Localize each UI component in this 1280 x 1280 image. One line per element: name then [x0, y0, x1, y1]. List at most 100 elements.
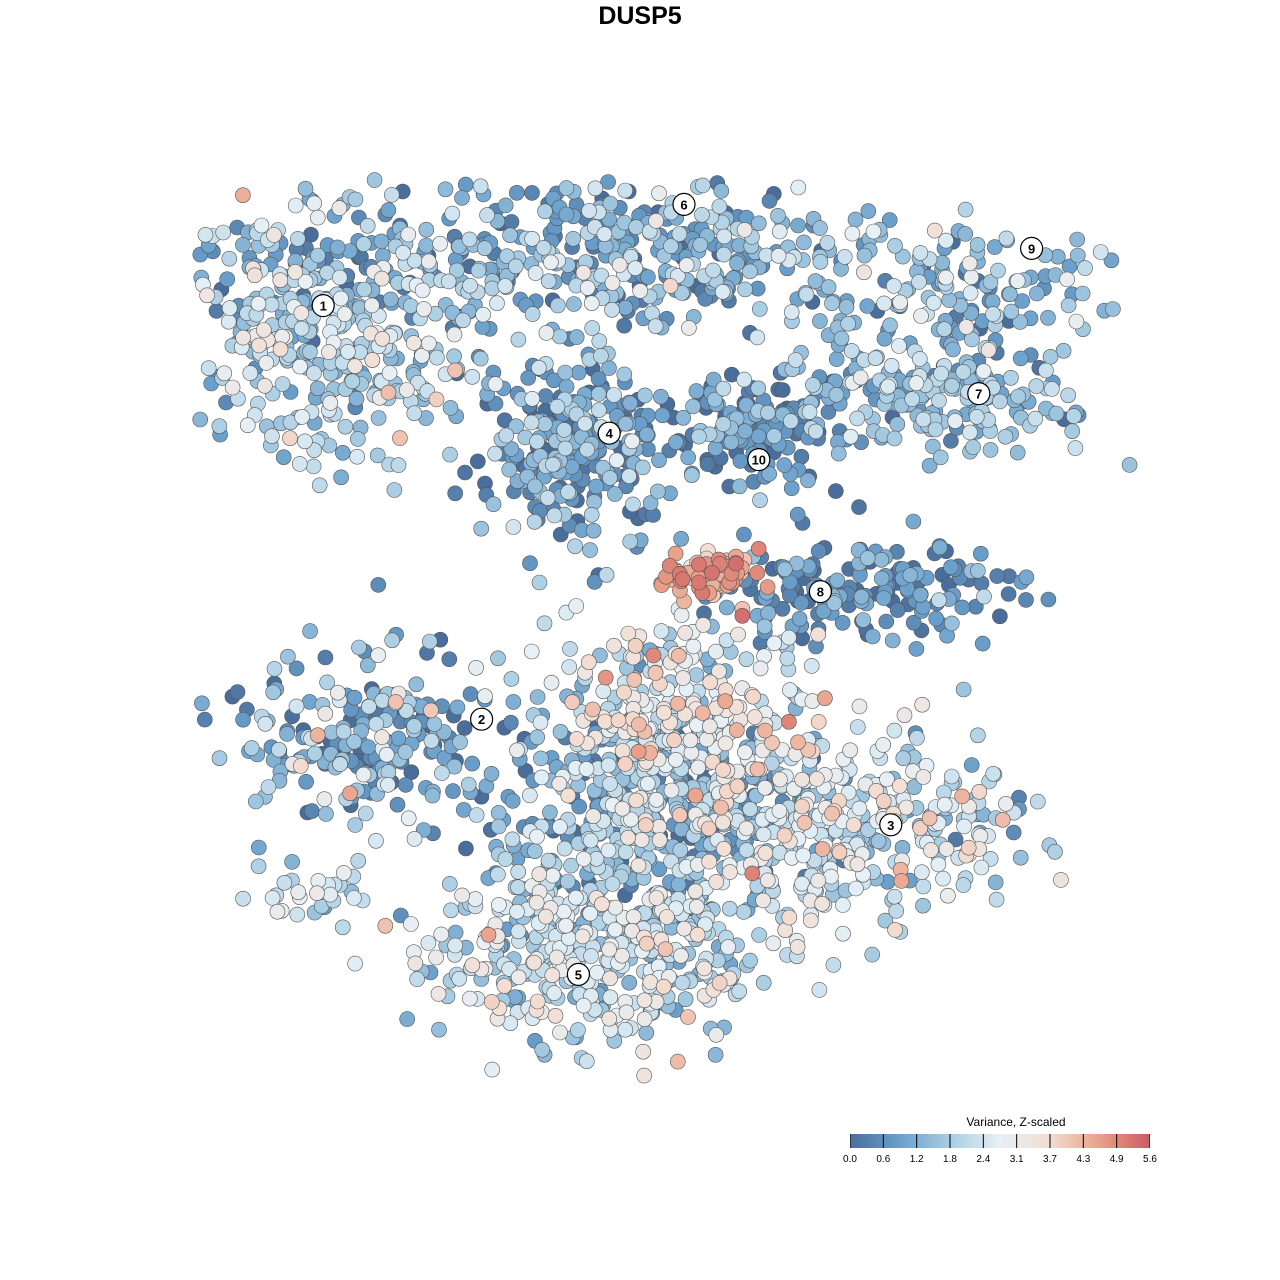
data-point — [975, 363, 992, 380]
data-point — [795, 234, 812, 251]
data-point — [694, 177, 711, 194]
data-point — [250, 839, 267, 856]
data-point — [662, 278, 679, 294]
data-point — [620, 829, 636, 846]
data-point — [1040, 591, 1057, 608]
data-point — [842, 742, 859, 759]
data-point — [219, 271, 235, 288]
data-point — [663, 782, 680, 799]
data-point — [889, 602, 906, 618]
data-point — [902, 567, 919, 584]
data-point — [1012, 849, 1029, 866]
data-point — [856, 264, 872, 281]
data-point — [431, 1021, 447, 1038]
data-point — [969, 237, 986, 253]
data-point — [728, 722, 745, 739]
data-point — [659, 909, 675, 925]
data-point — [546, 372, 562, 389]
data-point — [528, 894, 545, 911]
data-point — [859, 298, 876, 314]
data-point — [891, 778, 908, 794]
data-point — [928, 610, 945, 627]
data-point — [527, 265, 544, 281]
data-point — [904, 391, 921, 407]
data-point — [423, 732, 440, 749]
data-point — [211, 750, 228, 767]
data-point — [794, 798, 810, 815]
data-point — [309, 727, 326, 744]
data-point — [624, 433, 641, 450]
data-point — [442, 400, 459, 416]
data-point — [347, 191, 364, 208]
cluster-label-text: 2 — [478, 712, 485, 727]
data-point — [349, 448, 366, 465]
data-point — [490, 818, 507, 835]
data-point — [433, 926, 450, 943]
data-point — [856, 247, 873, 264]
data-point — [811, 982, 828, 998]
data-point — [510, 969, 527, 986]
data-point — [370, 647, 387, 664]
data-point — [302, 343, 318, 360]
data-point — [887, 922, 903, 938]
data-point — [680, 1009, 696, 1025]
data-point — [449, 699, 466, 716]
data-point — [1009, 444, 1026, 461]
data-point — [840, 315, 857, 332]
data-point — [849, 410, 866, 427]
data-point — [770, 248, 787, 264]
data-point — [699, 456, 716, 472]
data-point — [715, 416, 732, 432]
data-point — [962, 285, 979, 301]
data-point — [250, 858, 267, 875]
data-point — [639, 775, 656, 792]
data-point — [484, 280, 501, 297]
data-point — [562, 641, 578, 657]
data-point — [579, 441, 595, 458]
data-point — [266, 227, 282, 243]
data-point — [931, 392, 947, 409]
data-point — [830, 445, 847, 462]
data-point — [421, 633, 438, 650]
data-point — [717, 735, 734, 752]
legend-tick-label: 4.3 — [1076, 1154, 1091, 1165]
data-point — [913, 864, 930, 881]
data-point — [507, 258, 524, 275]
data-point — [405, 335, 422, 351]
data-point — [831, 844, 848, 861]
data-point — [647, 665, 664, 681]
data-point — [557, 364, 574, 381]
data-point — [591, 333, 608, 349]
legend-tick-label: 4.9 — [1109, 1154, 1124, 1165]
data-point — [531, 574, 548, 591]
data-point — [333, 469, 349, 486]
data-point — [292, 758, 309, 774]
data-point — [260, 779, 277, 795]
data-point — [867, 350, 884, 367]
data-point — [567, 538, 583, 555]
data-point — [729, 778, 746, 795]
data-point — [406, 405, 423, 422]
data-point — [766, 428, 783, 444]
data-point — [416, 301, 432, 317]
data-point — [366, 172, 383, 188]
data-point — [798, 286, 815, 303]
data-point — [334, 919, 351, 936]
data-point — [842, 428, 859, 445]
data-point — [461, 231, 478, 248]
data-point — [932, 449, 949, 466]
data-point — [828, 386, 845, 403]
data-point — [702, 674, 719, 691]
data-point — [943, 433, 959, 449]
data-point — [653, 623, 670, 639]
data-point — [691, 428, 707, 445]
data-point — [400, 810, 417, 827]
data-point — [1012, 350, 1029, 367]
data-point — [750, 540, 767, 557]
data-point — [497, 278, 514, 294]
data-point — [701, 718, 718, 735]
data-point — [671, 807, 688, 823]
data-point — [801, 404, 818, 420]
data-point — [752, 492, 768, 509]
data-point — [455, 312, 471, 329]
